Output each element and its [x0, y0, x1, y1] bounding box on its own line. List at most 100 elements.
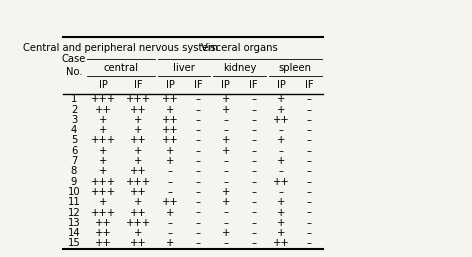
Text: –: – — [307, 207, 312, 217]
Text: +: + — [277, 197, 286, 207]
Text: +++: +++ — [126, 177, 151, 187]
Text: –: – — [223, 238, 228, 248]
Text: +: + — [135, 146, 143, 156]
Text: 12: 12 — [67, 207, 80, 217]
Text: 3: 3 — [71, 115, 77, 125]
Text: +: + — [166, 238, 174, 248]
Text: ++: ++ — [273, 115, 290, 125]
Text: ++: ++ — [130, 187, 147, 197]
Text: +++: +++ — [91, 207, 116, 217]
Text: ++: ++ — [95, 228, 111, 238]
Text: ++: ++ — [95, 238, 111, 248]
Text: +: + — [99, 197, 107, 207]
Text: +++: +++ — [91, 177, 116, 187]
Text: +: + — [166, 156, 174, 166]
Text: –: – — [195, 105, 201, 115]
Text: –: – — [195, 146, 201, 156]
Text: spleen: spleen — [279, 63, 312, 73]
Text: –: – — [195, 135, 201, 145]
Text: –: – — [195, 125, 201, 135]
Text: –: – — [251, 197, 256, 207]
Text: –: – — [307, 125, 312, 135]
Text: liver: liver — [173, 63, 195, 73]
Text: IF: IF — [194, 80, 202, 90]
Text: –: – — [307, 115, 312, 125]
Text: –: – — [307, 166, 312, 176]
Text: 7: 7 — [71, 156, 77, 166]
Text: –: – — [195, 228, 201, 238]
Text: Central and peripheral nervous system: Central and peripheral nervous system — [23, 43, 219, 53]
Text: –: – — [251, 177, 256, 187]
Text: +: + — [135, 228, 143, 238]
Text: –: – — [251, 156, 256, 166]
Text: IP: IP — [99, 80, 108, 90]
Text: ++: ++ — [130, 238, 147, 248]
Text: –: – — [307, 238, 312, 248]
Text: ++: ++ — [273, 177, 290, 187]
Text: –: – — [168, 177, 173, 187]
Text: –: – — [223, 218, 228, 228]
Text: –: – — [168, 218, 173, 228]
Text: ++: ++ — [162, 94, 178, 104]
Text: –: – — [307, 197, 312, 207]
Text: 14: 14 — [67, 228, 80, 238]
Text: 9: 9 — [71, 177, 77, 187]
Text: ++: ++ — [130, 166, 147, 176]
Text: –: – — [251, 207, 256, 217]
Text: –: – — [307, 135, 312, 145]
Text: –: – — [168, 228, 173, 238]
Text: –: – — [251, 218, 256, 228]
Text: –: – — [168, 187, 173, 197]
Text: –: – — [251, 135, 256, 145]
Text: –: – — [251, 105, 256, 115]
Text: –: – — [307, 177, 312, 187]
Text: +: + — [135, 156, 143, 166]
Text: +: + — [222, 146, 230, 156]
Text: ++: ++ — [130, 135, 147, 145]
Text: 10: 10 — [67, 187, 80, 197]
Text: +++: +++ — [91, 135, 116, 145]
Text: ++: ++ — [162, 125, 178, 135]
Text: +: + — [99, 156, 107, 166]
Text: ++: ++ — [162, 135, 178, 145]
Text: –: – — [195, 197, 201, 207]
Text: +: + — [277, 94, 286, 104]
Text: –: – — [251, 166, 256, 176]
Text: –: – — [223, 115, 228, 125]
Text: –: – — [307, 187, 312, 197]
Text: –: – — [307, 218, 312, 228]
Text: –: – — [279, 166, 284, 176]
Text: +: + — [99, 115, 107, 125]
Text: –: – — [195, 115, 201, 125]
Text: +: + — [166, 146, 174, 156]
Text: 1: 1 — [71, 94, 77, 104]
Text: –: – — [251, 187, 256, 197]
Text: +: + — [222, 105, 230, 115]
Text: ++: ++ — [130, 207, 147, 217]
Text: –: – — [279, 146, 284, 156]
Text: –: – — [251, 115, 256, 125]
Text: +: + — [277, 135, 286, 145]
Text: ++: ++ — [162, 115, 178, 125]
Text: –: – — [251, 125, 256, 135]
Text: +: + — [277, 105, 286, 115]
Text: 11: 11 — [67, 197, 80, 207]
Text: IP: IP — [166, 80, 175, 90]
Text: –: – — [307, 156, 312, 166]
Text: –: – — [279, 125, 284, 135]
Text: +: + — [277, 207, 286, 217]
Text: ++: ++ — [95, 105, 111, 115]
Text: +: + — [99, 125, 107, 135]
Text: –: – — [279, 187, 284, 197]
Text: –: – — [195, 187, 201, 197]
Text: –: – — [223, 207, 228, 217]
Text: +: + — [166, 207, 174, 217]
Text: –: – — [223, 177, 228, 187]
Text: +++: +++ — [126, 218, 151, 228]
Text: +++: +++ — [91, 187, 116, 197]
Text: +: + — [222, 135, 230, 145]
Text: 13: 13 — [67, 218, 80, 228]
Text: +: + — [99, 166, 107, 176]
Text: ++: ++ — [162, 197, 178, 207]
Text: –: – — [307, 146, 312, 156]
